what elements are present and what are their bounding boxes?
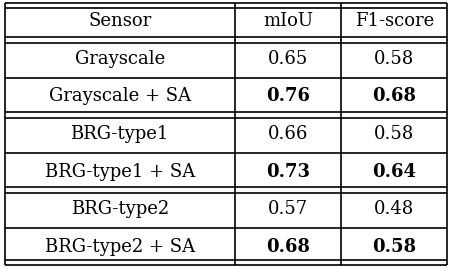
- Text: Grayscale: Grayscale: [74, 50, 165, 68]
- Text: 0.73: 0.73: [266, 162, 309, 181]
- Text: 0.48: 0.48: [373, 200, 414, 218]
- Text: 0.66: 0.66: [267, 125, 308, 143]
- Text: 0.58: 0.58: [373, 50, 414, 68]
- Text: 0.58: 0.58: [372, 237, 415, 256]
- Text: mIoU: mIoU: [262, 12, 313, 31]
- Text: BRG-type1: BRG-type1: [70, 125, 169, 143]
- Text: BRG-type2: BRG-type2: [70, 200, 168, 218]
- Text: BRG-type1 + SA: BRG-type1 + SA: [45, 162, 194, 181]
- Text: 0.76: 0.76: [266, 87, 309, 106]
- Text: BRG-type2 + SA: BRG-type2 + SA: [45, 237, 194, 256]
- Text: 0.68: 0.68: [372, 87, 415, 106]
- Text: 0.57: 0.57: [267, 200, 308, 218]
- Text: Grayscale + SA: Grayscale + SA: [49, 87, 190, 106]
- Text: 0.58: 0.58: [373, 125, 414, 143]
- Text: 0.68: 0.68: [266, 237, 309, 256]
- Text: 0.65: 0.65: [267, 50, 308, 68]
- Text: Sensor: Sensor: [88, 12, 151, 31]
- Text: 0.64: 0.64: [372, 162, 415, 181]
- Text: F1-score: F1-score: [354, 12, 433, 31]
